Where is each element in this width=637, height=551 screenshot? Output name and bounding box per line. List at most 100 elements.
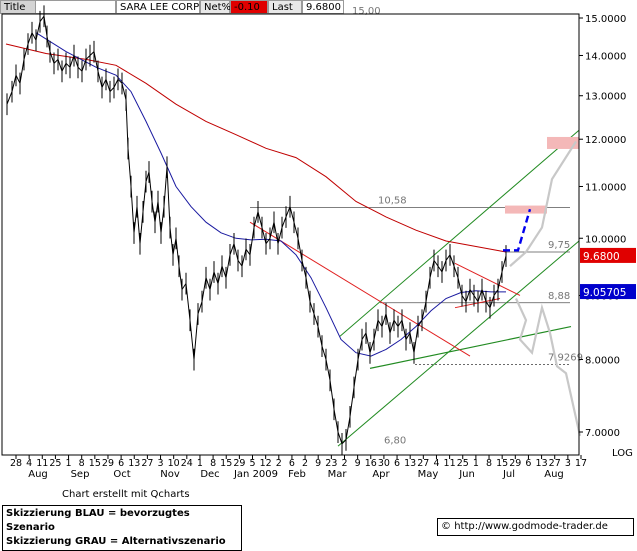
x-tick-label: 25 <box>457 458 469 469</box>
level-annotation: 8,88 <box>548 291 570 302</box>
chart-series <box>5 5 507 455</box>
x-tick-label: 6 <box>118 458 124 469</box>
x-tick-label: 9 <box>355 458 361 469</box>
x-tick-label: 15 <box>89 458 101 469</box>
x-tick-label: 1 <box>197 458 203 469</box>
x-tick-label: 23 <box>325 458 337 469</box>
y-tick-label: 12.0000 <box>585 135 626 146</box>
footer-url-text: http://www.godmode-trader.de <box>454 521 608 532</box>
target-zone-upper <box>547 136 579 149</box>
x-tick-label: 8 <box>79 458 85 469</box>
plot-frame <box>1 13 580 456</box>
x-tick-label: 17 <box>575 458 587 469</box>
x-month-label: Apr <box>372 469 390 480</box>
x-tick-label: 2 <box>302 458 308 469</box>
x-tick-label: 27 <box>141 458 153 469</box>
x-tick-label: 24 <box>181 458 193 469</box>
y-tick-label: 10.0000 <box>585 234 626 245</box>
support-line <box>369 325 572 369</box>
x-month-label: Feb <box>288 469 306 480</box>
y-tick-label: 14.0000 <box>585 51 626 62</box>
x-tick-label: 3 <box>158 458 164 469</box>
x-tick-label: 4 <box>26 458 32 469</box>
x-tick-label: 29 <box>509 458 521 469</box>
downtrend-line <box>249 221 471 357</box>
price-badge-label: 9.6800 <box>583 251 620 263</box>
x-tick-label: 1 <box>66 458 72 469</box>
x-tick-label: 15 <box>496 458 508 469</box>
x-tick-label: 16 <box>365 458 377 469</box>
price-chart: 15,00 10,58 9,75 8,88 7,9269 6,80 15.0000 14.0… <box>1 5 636 480</box>
x-tick-label: 29 <box>102 458 114 469</box>
x-tick-label: 5 <box>249 458 255 469</box>
price-badge-label: 9.05705 <box>583 287 626 299</box>
x-month-label: Aug <box>544 469 564 480</box>
level-annotation: 9,75 <box>548 240 570 251</box>
x-tick-label: 11 <box>444 458 456 469</box>
target-zone-lower <box>505 205 547 214</box>
legend-line-blue: Skizzierung BLAU = bevorzugtes Szenario <box>6 508 190 533</box>
chart-scenarios <box>503 140 582 437</box>
x-tick-label: 13 <box>128 458 140 469</box>
x-month-label: May <box>418 469 439 480</box>
x-tick-label: 11 <box>36 458 48 469</box>
legend-line-gray: Skizzierung GRAU = Alternativszenario <box>6 536 226 547</box>
y-tick-label: 7.0000 <box>585 428 620 439</box>
log-label: LOG <box>612 448 633 459</box>
chart-axes: 15.0000 14.0000 13.0000 12.0000 11.0000 10.00… <box>1 13 636 480</box>
x-tick-label: 15 <box>220 458 232 469</box>
x-month-label: Jun <box>458 469 475 480</box>
scenario-gray-up <box>509 140 577 267</box>
triangle-upper <box>454 262 521 296</box>
x-tick-label: 6 <box>525 458 531 469</box>
x-month-label: Aug <box>28 469 48 480</box>
x-tick-label: 27 <box>549 458 561 469</box>
x-tick-label: 13 <box>536 458 548 469</box>
last-label: Last <box>268 0 302 14</box>
copyright-icon: © <box>441 521 451 532</box>
x-tick-label: 8 <box>486 458 492 469</box>
x-tick-label: 9 <box>315 458 321 469</box>
channel-upper <box>339 129 580 337</box>
chart-credit: Chart erstellt mit Qcharts <box>62 489 190 500</box>
x-tick-label: 27 <box>417 458 429 469</box>
level-annotation: 15,00 <box>352 6 381 17</box>
x-tick-label: 10 <box>168 458 180 469</box>
x-month-label: Sep <box>71 469 90 480</box>
x-tick-label: 3 <box>565 458 571 469</box>
scenario-gray-down <box>515 298 582 437</box>
level-annotation: 7,9269 <box>548 352 583 363</box>
x-tick-label: 6 <box>394 458 400 469</box>
x-month-label: Jul <box>502 469 515 480</box>
x-tick-label: 2 <box>341 458 347 469</box>
x-month-label: Oct <box>113 469 130 480</box>
footer-link[interactable]: © http://www.godmode-trader.de <box>437 518 634 536</box>
x-tick-label: 25 <box>49 458 61 469</box>
y-tick-label: 13.0000 <box>585 92 626 103</box>
chart-overlays: 15,00 10,58 9,75 8,88 7,9269 6,80 <box>249 6 583 447</box>
x-month-label: Mar <box>328 469 348 480</box>
x-month-label: Jan 2009 <box>233 469 278 480</box>
series-ma-fast <box>35 32 506 357</box>
scenario-legend: Skizzierung BLAU = bevorzugtes Szenario … <box>2 505 242 551</box>
x-tick-label: 4 <box>433 458 439 469</box>
level-annotation: 10,58 <box>378 196 407 207</box>
price-badge <box>580 247 636 263</box>
x-tick-label: 30 <box>378 458 390 469</box>
x-tick-label: 1 <box>473 458 479 469</box>
y-tick-label: 8.0000 <box>585 355 620 366</box>
channel-lower <box>337 240 580 447</box>
x-tick-label: 2 <box>276 458 282 469</box>
x-month-label: Dec <box>200 469 219 480</box>
x-tick-label: 28 <box>10 458 22 469</box>
x-tick-label: 13 <box>404 458 416 469</box>
scenario-blue-path <box>503 208 532 252</box>
x-tick-label: 8 <box>210 458 216 469</box>
series-ma-slow <box>5 43 507 253</box>
series-price <box>6 14 507 445</box>
price-badge <box>580 284 636 300</box>
x-tick-label: 6 <box>289 458 295 469</box>
y-tick-label: 11.0000 <box>585 182 626 193</box>
level-annotation: 6,80 <box>384 436 406 447</box>
x-tick-label: 29 <box>233 458 245 469</box>
